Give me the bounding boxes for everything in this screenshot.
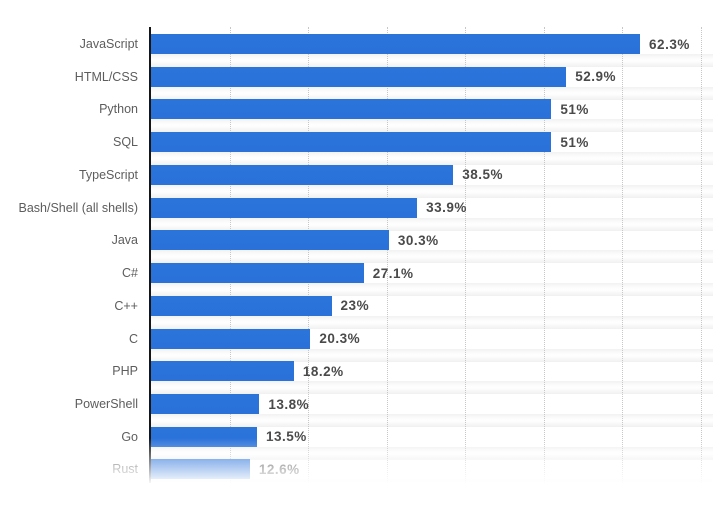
- category-label: JavaScript: [79, 37, 138, 51]
- value-label: 23%: [340, 298, 370, 314]
- category-label: Go: [121, 429, 138, 444]
- category-label: Python: [99, 102, 138, 117]
- category-label: TypeScript: [78, 167, 138, 182]
- bar-typescript[interactable]: [151, 164, 454, 185]
- value-label: 13.5%: [265, 429, 307, 445]
- row-gap: [151, 152, 713, 166]
- value-label: 27.1%: [372, 265, 414, 281]
- category-label: C#: [122, 266, 138, 281]
- row-gap: [151, 479, 713, 493]
- value-label: 18.2%: [302, 363, 344, 379]
- row-gap: [151, 283, 713, 297]
- value-label: 52.9%: [575, 69, 617, 85]
- row-gap: [151, 184, 713, 198]
- gridline-10: [229, 27, 231, 483]
- category-label: PHP: [112, 364, 138, 379]
- category-label: Bash/Shell (all shells): [18, 200, 139, 215]
- row-gap: [151, 86, 713, 100]
- bar-javascript[interactable]: [151, 34, 641, 54]
- row-gap: [151, 217, 713, 231]
- category-label: Rust: [112, 462, 138, 477]
- row-gap: [151, 414, 713, 428]
- bar-python[interactable]: [151, 99, 552, 120]
- category-label: PowerShell: [74, 397, 138, 412]
- value-label: 13.8%: [268, 396, 310, 412]
- row-gap: [151, 250, 713, 264]
- bar-php[interactable]: [151, 361, 294, 382]
- category-label: C++: [114, 298, 138, 313]
- value-label: 62.3%: [649, 36, 690, 52]
- bar-c[interactable]: [151, 328, 311, 349]
- bar-c-[interactable]: [151, 295, 332, 316]
- row-gap: [151, 119, 713, 133]
- bar-java[interactable]: [151, 230, 389, 251]
- category-label: Java: [111, 233, 138, 248]
- value-label: 30.3%: [397, 232, 439, 248]
- row-gap: [151, 446, 713, 460]
- value-label: 51%: [560, 134, 589, 150]
- gridline-70: [700, 27, 702, 483]
- bar-bash-shell-all-shells-[interactable]: [151, 197, 418, 218]
- row-gap: [151, 381, 713, 395]
- bar-html-css[interactable]: [151, 66, 567, 87]
- row-gap: [151, 54, 713, 67]
- value-label: 12.6%: [258, 461, 300, 477]
- bar-powershell[interactable]: [151, 394, 260, 415]
- row-gap: [151, 315, 713, 329]
- row-gap: [151, 348, 713, 362]
- gridline-40: [465, 27, 466, 483]
- y-axis-line: [149, 27, 151, 483]
- bar-c-[interactable]: [151, 263, 364, 284]
- value-label: 33.9%: [426, 200, 467, 216]
- gridline-50: [543, 27, 545, 483]
- bar-rust[interactable]: [151, 459, 250, 480]
- value-label: 51%: [560, 101, 589, 117]
- gridline-30: [386, 27, 388, 483]
- bar-sql[interactable]: [151, 132, 552, 153]
- category-label: HTML/CSS: [74, 69, 138, 84]
- gridline-60: [622, 27, 623, 483]
- value-label: 20.3%: [319, 331, 361, 347]
- category-label: C: [128, 331, 138, 346]
- value-label: 38.5%: [462, 167, 503, 183]
- bar-go[interactable]: [151, 426, 257, 447]
- gridline-20: [308, 27, 309, 483]
- category-label: SQL: [112, 135, 138, 150]
